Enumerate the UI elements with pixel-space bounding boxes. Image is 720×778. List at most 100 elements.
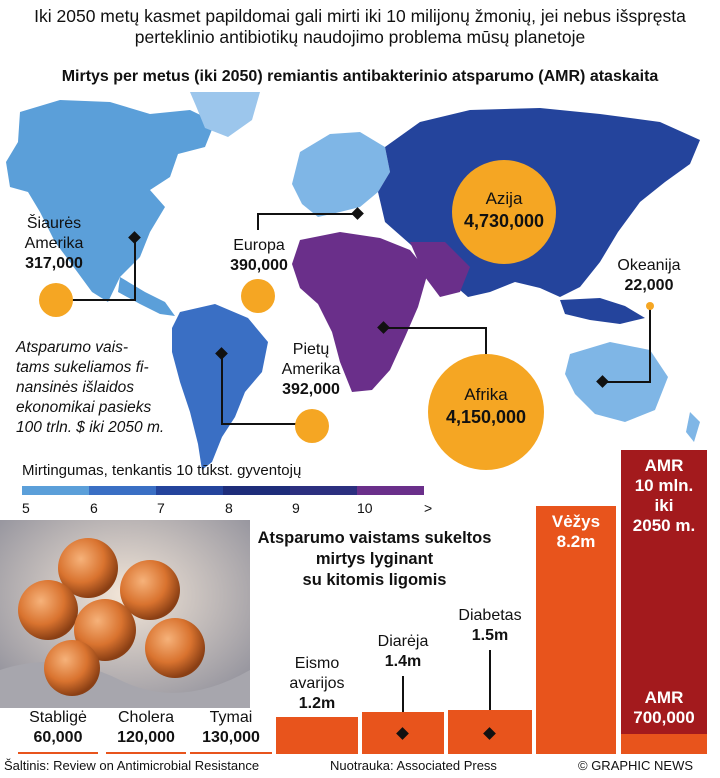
cholera-bar <box>106 752 186 754</box>
central-america-shape <box>118 277 175 316</box>
scale-label-5: 5 <box>22 500 30 516</box>
photo-credit: Nuotrauka: Associated Press <box>330 758 497 773</box>
cancer-value: 8.2m <box>556 532 596 551</box>
tetanus-label: Stabligė 60,000 <box>18 708 98 748</box>
cancer-label: Vėžys 8.2m <box>536 512 616 552</box>
cancer-bar <box>536 506 616 754</box>
scale-segment <box>89 486 156 495</box>
asia-name: Azija <box>485 189 523 208</box>
africa-name: Afrika <box>464 385 508 404</box>
oceania-name: Okeanija <box>617 257 681 274</box>
north-america-name: Šiaurės <box>26 215 82 232</box>
amr-2050-line: 2050 m. <box>632 516 696 535</box>
measles-name: Tymai <box>209 709 253 726</box>
graphic-credit: © GRAPHIC NEWS <box>578 758 694 773</box>
scale-label-9: 9 <box>292 500 300 516</box>
color-scale-bar <box>22 486 424 495</box>
scale-label-7: 7 <box>157 500 165 516</box>
road-label: Eismo avarijos 1.2m <box>276 654 358 714</box>
africa-label: Afrika 4,150,000 <box>426 384 546 428</box>
comparison-title-line: mirtys lyginant <box>315 550 434 568</box>
scale-segment <box>22 486 89 495</box>
note-line: 100 trln. $ iki 2050 m. <box>16 419 165 436</box>
comparison-title-line: su kitomis ligomis <box>302 571 447 589</box>
south-america-name-2: Amerika <box>281 361 341 378</box>
amr-now-label: AMR 700,000 <box>621 688 707 728</box>
cholera-name: Cholera <box>117 709 175 726</box>
north-america-circle <box>39 283 73 317</box>
scale-segment <box>223 486 290 495</box>
amr-2050-value: 10 mln. <box>634 476 694 495</box>
note-line: ekonomikai pasieks <box>16 399 152 416</box>
amr-2050-bar <box>621 450 707 754</box>
scale-segment <box>357 486 424 495</box>
oceania-value: 22,000 <box>624 277 674 294</box>
tetanus-name: Stabligė <box>29 709 87 726</box>
south-america-circle <box>295 409 329 443</box>
scale-label-8: 8 <box>225 500 233 516</box>
tetanus-bar <box>18 752 98 754</box>
measles-bar <box>190 752 272 754</box>
diarrhea-value: 1.4m <box>384 653 422 670</box>
note-line: nansinės išlaidos <box>16 379 135 396</box>
africa-shape <box>292 232 428 392</box>
diabetes-name: Diabetas <box>458 607 522 624</box>
cholera-label: Cholera 120,000 <box>106 708 186 748</box>
scale-segment <box>290 486 357 495</box>
middle-east-shape <box>410 242 470 297</box>
south-america-label: Pietų Amerika 392,000 <box>266 340 356 400</box>
scale-label-more: > <box>424 500 433 516</box>
amr-now-bar <box>621 734 707 754</box>
source-credit: Šaltinis: Review on Antimicrobial Resist… <box>4 758 260 773</box>
amr-now-value: 700,000 <box>633 708 695 727</box>
amr-2050-label: AMR 10 mln. iki 2050 m. <box>621 456 707 536</box>
south-america-shape <box>172 304 268 470</box>
note-line: tams sukeliamos fi- <box>16 359 149 376</box>
scale-label-10: 10 <box>357 500 373 516</box>
amr-now-line: AMR <box>644 688 684 707</box>
new-zealand-shape <box>686 412 700 442</box>
oceania-label: Okeanija 22,000 <box>604 256 694 296</box>
comparison-title-line: Atsparumo vaistams sukeltos <box>257 529 492 547</box>
amr-2050-line: iki <box>654 496 674 515</box>
cost-note: Atsparumo vais- tams sukeliamos fi- nans… <box>16 338 226 438</box>
world-map <box>6 92 700 470</box>
south-america-value: 392,000 <box>282 381 340 398</box>
note-line: Atsparumo vais- <box>16 339 128 356</box>
north-america-value: 317,000 <box>25 255 83 272</box>
bacteria-photo <box>0 520 250 708</box>
amr-2050-line: AMR <box>644 456 684 475</box>
europe-label: Europa 390,000 <box>214 236 304 276</box>
diabetes-leader <box>489 650 491 732</box>
diabetes-value: 1.5m <box>471 627 509 644</box>
cholera-value: 120,000 <box>117 729 175 746</box>
north-america-label: Šiaurės Amerika 317,000 <box>12 214 96 274</box>
diabetes-label: Diabetas 1.5m <box>448 606 532 646</box>
scale-title: Mirtingumas, tenkantis 10 tūkst. gyvento… <box>22 462 302 479</box>
europe-shape <box>292 132 390 217</box>
road-value: 1.2m <box>298 695 336 712</box>
europe-value: 390,000 <box>230 257 288 274</box>
diarrhea-name: Diarėja <box>377 633 429 650</box>
north-america-name-2: Amerika <box>24 235 84 252</box>
diarrhea-label: Diarėja 1.4m <box>362 632 444 672</box>
asia-label: Azija 4,730,000 <box>444 188 564 232</box>
scale-label-6: 6 <box>90 500 98 516</box>
road-name-2: avarijos <box>289 675 345 692</box>
subtitle: Mirtys per metus (iki 2050) remiantis an… <box>61 68 659 85</box>
africa-value: 4,150,000 <box>445 407 527 427</box>
tetanus-value: 60,000 <box>33 729 83 746</box>
greenland-shape <box>190 92 260 137</box>
road-name: Eismo <box>294 655 340 672</box>
north-america-shape <box>6 100 215 302</box>
south-america-name: Pietų <box>292 341 330 358</box>
se-asia-islands-shape <box>560 298 645 324</box>
europe-name: Europa <box>233 237 285 254</box>
measles-label: Tymai 130,000 <box>190 708 272 748</box>
diarrhea-leader <box>402 676 404 732</box>
africa-circle <box>428 354 544 470</box>
oceania-circle <box>646 302 654 310</box>
cancer-name: Vėžys <box>551 512 601 531</box>
scale-segment <box>156 486 223 495</box>
comparison-title: Atsparumo vaistams sukeltos mirtys lygin… <box>232 528 517 591</box>
